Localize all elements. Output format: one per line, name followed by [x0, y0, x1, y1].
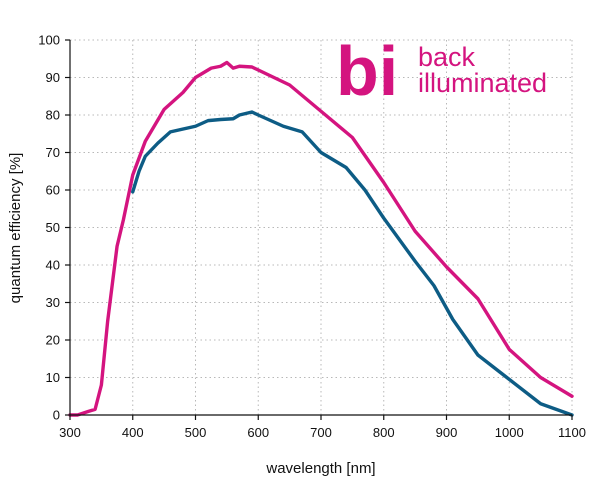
series-lines — [68, 60, 574, 417]
y-tick-label: 50 — [46, 220, 60, 235]
y-tick-label: 30 — [46, 295, 60, 310]
x-tick-label: 300 — [59, 425, 81, 440]
y-axis-label: quantum efficiency [%] — [7, 153, 24, 304]
axes — [65, 39, 573, 420]
y-tick-label: 40 — [46, 258, 60, 273]
y-tick-label: 20 — [46, 333, 60, 348]
x-tick-label: 900 — [436, 425, 458, 440]
logo-mark: bi — [336, 32, 398, 110]
x-tick-label: 500 — [185, 425, 207, 440]
y-tick-label: 90 — [46, 70, 60, 85]
series-line-0 — [68, 60, 574, 417]
y-tick-label: 10 — [46, 370, 60, 385]
x-tick-label: 1100 — [558, 425, 586, 440]
x-tick-label: 700 — [310, 425, 332, 440]
x-tick-label: 800 — [373, 425, 395, 440]
x-tick-label: 400 — [122, 425, 144, 440]
y-tick-label: 100 — [38, 33, 60, 48]
x-tick-label: 1000 — [495, 425, 524, 440]
logo-line1: back — [418, 42, 476, 72]
tick-labels: 300 400 500 600 700 800 900 1000 1100 0 10 20 30 40 50… — [38, 33, 586, 441]
series-line-1 — [131, 110, 574, 417]
logo-line2: illuminated — [418, 68, 547, 98]
x-axis-label: wavelength [nm] — [265, 460, 375, 477]
x-tick-label: 600 — [247, 425, 269, 440]
y-tick-label: 0 — [53, 408, 60, 423]
back-illuminated-logo: bi back illuminated — [336, 32, 547, 110]
y-tick-label: 70 — [46, 145, 60, 160]
y-tick-label: 80 — [46, 108, 60, 123]
y-tick-label: 60 — [46, 183, 60, 198]
